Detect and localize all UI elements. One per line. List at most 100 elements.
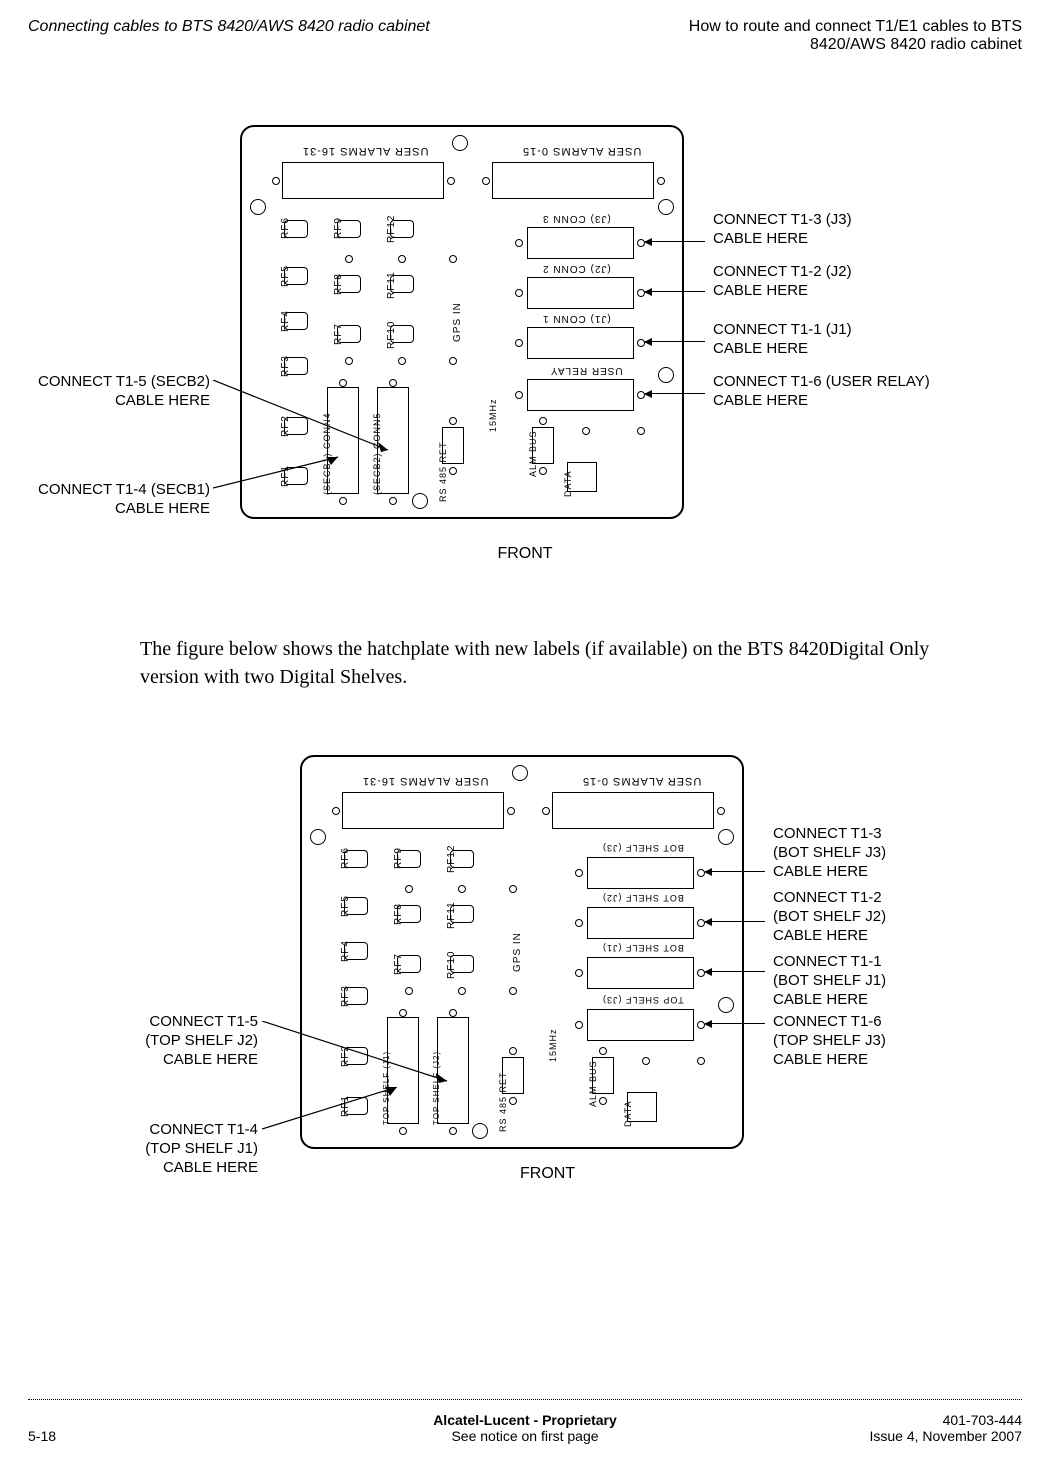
footer-r2: Issue 4, November 2007 bbox=[869, 1428, 1022, 1444]
front-label-1: FRONT bbox=[497, 545, 552, 563]
callout-arrow bbox=[705, 871, 765, 872]
user-alarms-0-15-slot bbox=[492, 162, 654, 199]
hole bbox=[449, 417, 457, 425]
fifteen-label: 15MHz bbox=[488, 398, 498, 432]
l2: (BOT SHELF J3) bbox=[773, 844, 886, 863]
screw-hole bbox=[512, 765, 528, 781]
callout-t1-5: CONNECT T1-5 (SECB2) CABLE HERE bbox=[2, 373, 210, 411]
rf10-label: RF10 bbox=[446, 951, 457, 979]
hole bbox=[509, 1097, 517, 1105]
bot-j3-label: BOT SHELF (J3) bbox=[602, 843, 684, 853]
l3: CABLE HERE bbox=[80, 1159, 258, 1178]
j2-slot bbox=[527, 277, 634, 309]
footer-c2: See notice on first page bbox=[433, 1428, 617, 1444]
callout-arrow bbox=[645, 241, 705, 242]
callout-t1-2-d2: CONNECT T1-2 (BOT SHELF J2) CABLE HERE bbox=[773, 889, 886, 945]
hole bbox=[599, 1097, 607, 1105]
callout-arrow bbox=[705, 971, 765, 972]
hole bbox=[642, 1057, 650, 1065]
l3: CABLE HERE bbox=[80, 1051, 258, 1070]
rf11-label: RF11 bbox=[446, 901, 457, 929]
screw-hole bbox=[452, 135, 468, 151]
rf9-label: RF9 bbox=[393, 847, 404, 869]
hole bbox=[582, 427, 590, 435]
callout-t1-3-d2: CONNECT T1-3 (BOT SHELF J3) CABLE HERE bbox=[773, 825, 886, 881]
fifteen-label: 15MHz bbox=[548, 1028, 558, 1062]
header-right-l2: 8420/AWS 8420 radio cabinet bbox=[689, 36, 1022, 54]
callout-line2: CABLE HERE bbox=[2, 392, 210, 411]
bot-j2-slot bbox=[587, 907, 694, 939]
rf5-label: RF5 bbox=[340, 895, 351, 917]
footer-center: Alcatel-Lucent - Proprietary See notice … bbox=[433, 1412, 617, 1444]
callout-arrow bbox=[645, 341, 705, 342]
callout-t1-6: CONNECT T1-6 (USER RELAY) CABLE HERE bbox=[713, 373, 930, 411]
hole bbox=[449, 357, 457, 365]
gps-in-label: GPS IN bbox=[452, 302, 463, 342]
j3-slot bbox=[527, 227, 634, 259]
rf4-label: RF4 bbox=[340, 940, 351, 962]
callout-t1-1-d2: CONNECT T1-1 (BOT SHELF J1) CABLE HERE bbox=[773, 953, 886, 1009]
callout-line2: CABLE HERE bbox=[713, 230, 852, 249]
hole bbox=[515, 289, 523, 297]
l2: (TOP SHELF J1) bbox=[80, 1140, 258, 1159]
rf8-label: RF8 bbox=[393, 903, 404, 925]
hole bbox=[657, 177, 665, 185]
footer-divider bbox=[28, 1399, 1022, 1400]
callout-t1-4: CONNECT T1-4 (SECB1) CABLE HERE bbox=[2, 481, 210, 519]
user-alarms-16-31-label: USER ALARMS 16-31 bbox=[302, 145, 428, 157]
l2: (BOT SHELF J2) bbox=[773, 908, 886, 927]
callout-line1: CONNECT T1-5 (SECB2) bbox=[2, 373, 210, 392]
alm-bus-label: ALM BUS bbox=[528, 430, 538, 477]
callout-t1-6-d2: CONNECT T1-6 (TOP SHELF J3) CABLE HERE bbox=[773, 1013, 886, 1069]
data-label: DATA bbox=[563, 470, 573, 497]
j3-label: (J3) CONN 3 bbox=[542, 213, 611, 224]
user-alarms-0-15-slot bbox=[552, 792, 714, 829]
hole bbox=[389, 497, 397, 505]
screw-hole bbox=[412, 493, 428, 509]
screw-hole bbox=[472, 1123, 488, 1139]
rf7-label: RF7 bbox=[393, 953, 404, 975]
hole bbox=[449, 1127, 457, 1135]
callout-line1: CONNECT T1-3 (J3) bbox=[713, 211, 852, 230]
user-alarms-16-31-slot bbox=[342, 792, 504, 829]
callout-line2: CABLE HERE bbox=[2, 500, 210, 519]
callout-line2: CABLE HERE bbox=[713, 392, 930, 411]
callout-line2: CABLE HERE bbox=[713, 340, 852, 359]
callout-t1-3: CONNECT T1-3 (J3) CABLE HERE bbox=[713, 211, 852, 249]
hole bbox=[575, 869, 583, 877]
l3: CABLE HERE bbox=[773, 863, 886, 882]
callout-line1: CONNECT T1-6 (USER RELAY) bbox=[713, 373, 930, 392]
hole bbox=[515, 239, 523, 247]
bot-j1-label: BOT SHELF (J1) bbox=[602, 943, 684, 953]
callout-line1: CONNECT T1-2 (J2) bbox=[713, 263, 852, 282]
user-relay-label: USER RELAY bbox=[550, 365, 623, 376]
screw-hole bbox=[718, 997, 734, 1013]
page: Connecting cables to BTS 8420/AWS 8420 r… bbox=[0, 0, 1050, 1472]
hole bbox=[575, 1021, 583, 1029]
callout-line1: CONNECT T1-1 (J1) bbox=[713, 321, 852, 340]
hole bbox=[458, 885, 466, 893]
hole bbox=[405, 987, 413, 995]
hole bbox=[405, 885, 413, 893]
rf7-label: RF7 bbox=[333, 323, 344, 345]
hole bbox=[509, 987, 517, 995]
l1: CONNECT T1-6 bbox=[773, 1013, 886, 1032]
l2: (BOT SHELF J1) bbox=[773, 972, 886, 991]
body-text: The figure below shows the hatchplate wi… bbox=[140, 635, 930, 691]
rf6-label: RF6 bbox=[340, 847, 351, 869]
user-alarms-16-31-label: USER ALARMS 16-31 bbox=[362, 775, 488, 787]
hole bbox=[458, 987, 466, 995]
callout-t1-4-d2: CONNECT T1-4 (TOP SHELF J1) CABLE HERE bbox=[80, 1121, 258, 1177]
callout-line2: CABLE HERE bbox=[713, 282, 852, 301]
hole bbox=[482, 177, 490, 185]
callout-arrow-svg bbox=[213, 380, 393, 460]
diagram-2: USER ALARMS 16-31 USER ALARMS 0-15 RF6 R… bbox=[0, 755, 1050, 1195]
user-alarms-0-15-label: USER ALARMS 0-15 bbox=[582, 775, 701, 787]
callout-arrow-svg bbox=[262, 1021, 452, 1091]
callout-arrow bbox=[645, 393, 705, 394]
callout-t1-5-d2: CONNECT T1-5 (TOP SHELF J2) CABLE HERE bbox=[80, 1013, 258, 1069]
j1-slot bbox=[527, 327, 634, 359]
bot-j3-slot bbox=[587, 857, 694, 889]
hole bbox=[575, 919, 583, 927]
hole bbox=[345, 357, 353, 365]
